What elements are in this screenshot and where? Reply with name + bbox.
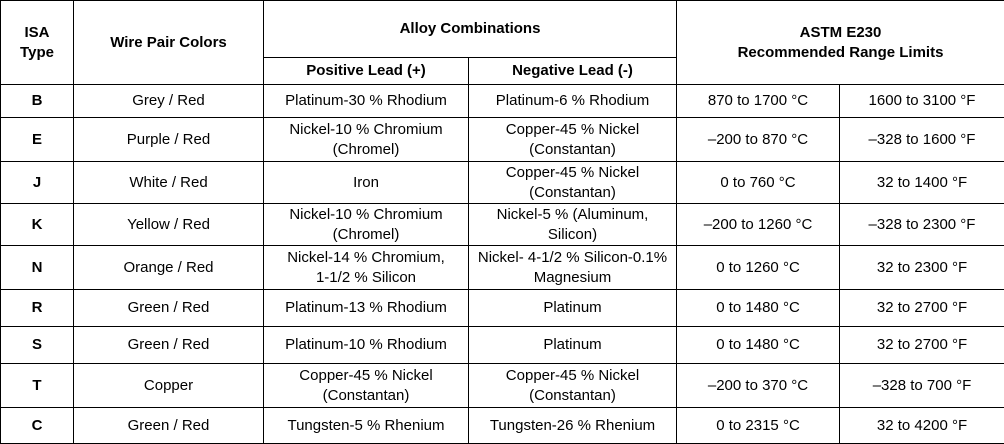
cell-positive-lead: Nickel-10 % Chromium (Chromel)	[264, 118, 469, 162]
table-row-type-e: E Purple / Red Nickel-10 % Chromium (Chr…	[1, 118, 1004, 162]
header-alloy-combinations: Alloy Combinations	[264, 1, 677, 58]
cell-wire-colors: Green / Red	[74, 327, 264, 364]
cell-positive-lead: Nickel-14 % Chromium, 1-1/2 % Silicon	[264, 246, 469, 290]
table-row-type-s: S Green / Red Platinum-10 % Rhodium Plat…	[1, 327, 1004, 364]
cell-negative-lead: Tungsten-26 % Rhenium	[469, 408, 677, 444]
cell-range-fahrenheit: –328 to 700 °F	[840, 364, 1004, 408]
table-row-type-j: J White / Red Iron Copper-45 % Nickel (C…	[1, 162, 1004, 204]
cell-range-fahrenheit: 32 to 4200 °F	[840, 408, 1004, 444]
cell-range-celsius: –200 to 870 °C	[677, 118, 840, 162]
cell-positive-lead: Iron	[264, 162, 469, 204]
cell-wire-colors: White / Red	[74, 162, 264, 204]
cell-negative-lead: Nickel- 4-1/2 % Silicon-0.1% Magnesium	[469, 246, 677, 290]
cell-isa-type: N	[1, 246, 74, 290]
cell-wire-colors: Orange / Red	[74, 246, 264, 290]
cell-isa-type: R	[1, 290, 74, 327]
cell-range-fahrenheit: 32 to 2300 °F	[840, 246, 1004, 290]
table-row-type-r: R Green / Red Platinum-13 % Rhodium Plat…	[1, 290, 1004, 327]
cell-range-celsius: 0 to 1480 °C	[677, 290, 840, 327]
cell-wire-colors: Green / Red	[74, 290, 264, 327]
cell-range-fahrenheit: 32 to 2700 °F	[840, 290, 1004, 327]
cell-range-fahrenheit: 32 to 2700 °F	[840, 327, 1004, 364]
cell-positive-lead: Nickel-10 % Chromium (Chromel)	[264, 204, 469, 246]
cell-range-celsius: 0 to 1260 °C	[677, 246, 840, 290]
cell-range-celsius: 870 to 1700 °C	[677, 85, 840, 118]
table-row-type-c: C Green / Red Tungsten-5 % Rhenium Tungs…	[1, 408, 1004, 444]
cell-negative-lead: Copper-45 % Nickel (Constantan)	[469, 162, 677, 204]
cell-negative-lead: Platinum	[469, 290, 677, 327]
cell-isa-type: B	[1, 85, 74, 118]
cell-isa-type: J	[1, 162, 74, 204]
cell-wire-colors: Yellow / Red	[74, 204, 264, 246]
cell-positive-lead: Platinum-30 % Rhodium	[264, 85, 469, 118]
cell-isa-type: T	[1, 364, 74, 408]
cell-positive-lead: Platinum-10 % Rhodium	[264, 327, 469, 364]
header-isa-type: ISA Type	[1, 1, 74, 85]
cell-range-celsius: 0 to 1480 °C	[677, 327, 840, 364]
cell-negative-lead: Platinum	[469, 327, 677, 364]
cell-negative-lead: Copper-45 % Nickel (Constantan)	[469, 118, 677, 162]
header-row-1: ISA Type Wire Pair Colors Alloy Combinat…	[1, 1, 1004, 58]
cell-wire-colors: Copper	[74, 364, 264, 408]
cell-range-celsius: –200 to 370 °C	[677, 364, 840, 408]
cell-positive-lead: Platinum-13 % Rhodium	[264, 290, 469, 327]
cell-positive-lead: Copper-45 % Nickel (Constantan)	[264, 364, 469, 408]
header-astm-e230-range-limits: ASTM E230 Recommended Range Limits	[677, 1, 1004, 85]
cell-range-fahrenheit: 32 to 1400 °F	[840, 162, 1004, 204]
cell-negative-lead: Nickel-5 % (Aluminum, Silicon)	[469, 204, 677, 246]
cell-range-fahrenheit: –328 to 1600 °F	[840, 118, 1004, 162]
header-positive-lead: Positive Lead (+)	[264, 58, 469, 85]
cell-range-celsius: 0 to 760 °C	[677, 162, 840, 204]
cell-range-fahrenheit: 1600 to 3100 °F	[840, 85, 1004, 118]
cell-wire-colors: Grey / Red	[74, 85, 264, 118]
cell-wire-colors: Green / Red	[74, 408, 264, 444]
table-row-type-k: K Yellow / Red Nickel-10 % Chromium (Chr…	[1, 204, 1004, 246]
cell-isa-type: K	[1, 204, 74, 246]
cell-isa-type: S	[1, 327, 74, 364]
cell-range-fahrenheit: –328 to 2300 °F	[840, 204, 1004, 246]
header-wire-pair-colors: Wire Pair Colors	[74, 1, 264, 85]
cell-wire-colors: Purple / Red	[74, 118, 264, 162]
cell-negative-lead: Copper-45 % Nickel (Constantan)	[469, 364, 677, 408]
table-row-type-t: T Copper Copper-45 % Nickel (Constantan)…	[1, 364, 1004, 408]
cell-positive-lead: Tungsten-5 % Rhenium	[264, 408, 469, 444]
cell-negative-lead: Platinum-6 % Rhodium	[469, 85, 677, 118]
cell-isa-type: C	[1, 408, 74, 444]
cell-range-celsius: 0 to 2315 °C	[677, 408, 840, 444]
table-row-type-b: B Grey / Red Platinum-30 % Rhodium Plati…	[1, 85, 1004, 118]
cell-range-celsius: –200 to 1260 °C	[677, 204, 840, 246]
header-negative-lead: Negative Lead (-)	[469, 58, 677, 85]
table-row-type-n: N Orange / Red Nickel-14 % Chromium, 1-1…	[1, 246, 1004, 290]
cell-isa-type: E	[1, 118, 74, 162]
